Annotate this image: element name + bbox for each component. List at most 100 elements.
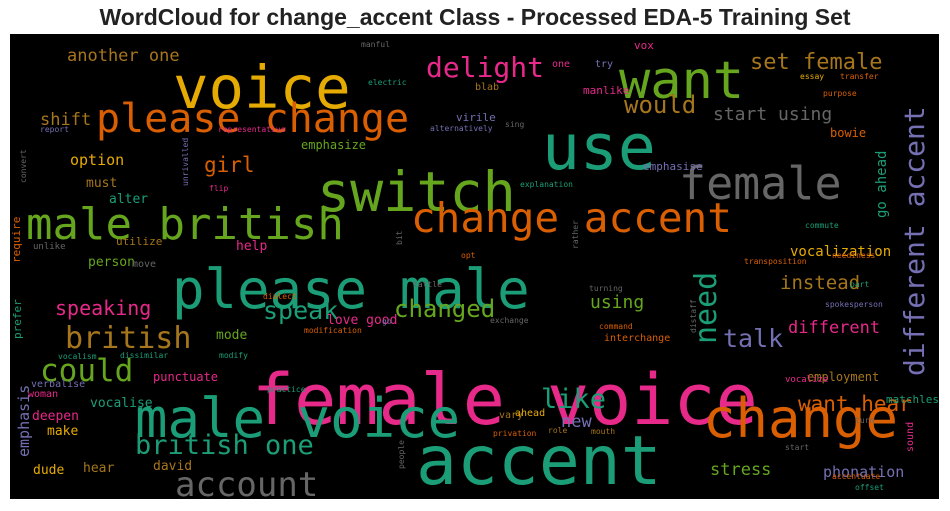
word-alter: alter — [109, 192, 148, 207]
word-using: using — [590, 292, 644, 313]
word-voice: voice — [173, 53, 351, 122]
word-essay: essay — [800, 72, 824, 81]
word-command: command — [599, 322, 633, 331]
word-speak: speak — [263, 296, 338, 325]
word-female: female — [679, 157, 842, 210]
word-hear: hear — [83, 461, 114, 476]
word-modification: modification — [304, 326, 362, 335]
word-accent: accent — [416, 422, 662, 499]
word-prefer: prefer — [11, 299, 24, 339]
word-explanation: explanation — [520, 180, 573, 189]
wordcloud-canvas: female voice accent please male male voice c… — [10, 34, 939, 499]
word-phonation: phonation — [823, 463, 904, 481]
word-bowie: bowie — [830, 126, 866, 140]
word-one: one — [552, 59, 570, 70]
word-british-one: british one — [135, 430, 314, 461]
word-verbalise: verbalise — [31, 379, 85, 390]
word-interchange: interchange — [604, 333, 670, 344]
word-woman: woman — [28, 389, 58, 400]
word-instead: instead — [780, 272, 860, 294]
word-want: want — [619, 51, 744, 111]
word-emphasis: emphasis — [15, 385, 33, 457]
word-sing: sing — [505, 120, 524, 129]
word-mouth: mouth — [591, 427, 615, 436]
word-love-good: love good — [327, 313, 397, 328]
word-please-change: please change — [96, 96, 409, 142]
word-unrivalled: unrivalled — [181, 138, 190, 186]
word-mode: mode — [216, 328, 247, 343]
word-changed: changed — [394, 295, 495, 323]
word-male-british: male british — [26, 199, 344, 250]
word-part: part — [850, 280, 869, 289]
word-spokesperson: spokesperson — [825, 300, 883, 309]
word-please-male: please male — [172, 258, 530, 321]
word-vox: vox — [634, 39, 654, 52]
word-purpose: purpose — [823, 89, 857, 98]
word-modify: modify — [219, 351, 248, 360]
word-need: need — [689, 272, 724, 344]
word-shift: shift — [40, 110, 91, 130]
word-try: try — [595, 59, 613, 70]
word-punctuate: punctuate — [153, 370, 218, 384]
word-transposition: transposition — [744, 257, 807, 266]
word-move: move — [132, 259, 156, 270]
word-different: different — [788, 318, 880, 338]
word-vocalism: vocalism — [58, 352, 97, 361]
word-vocalize: vocalize — [785, 375, 828, 385]
word-unlike: unlike — [33, 242, 66, 252]
word-utilize: utilize — [116, 235, 162, 248]
word-turn: turn — [855, 416, 874, 425]
word-dissimilar: dissimilar — [120, 351, 168, 360]
word-vocalization: vocalization — [790, 244, 891, 260]
word-go: go — [382, 317, 392, 326]
word-stress: stress — [710, 460, 771, 480]
word-make: make — [47, 424, 78, 439]
word-electric: electric — [368, 78, 407, 87]
word-flip: flip — [209, 184, 228, 193]
word-set-female: set female — [750, 50, 882, 75]
word-report: report — [40, 125, 69, 134]
word-neediness: neediness — [832, 251, 876, 260]
word-like: like — [541, 384, 606, 415]
word-manful: manful — [361, 40, 390, 49]
word-new: new — [561, 412, 592, 432]
word-matchless: matchless — [886, 393, 939, 406]
word-sound: sound — [905, 422, 916, 452]
word-must: must — [86, 176, 117, 191]
word-practice: practice — [267, 385, 306, 394]
word-bit: bit — [395, 230, 404, 245]
word-vary: vary — [499, 410, 523, 421]
word-option: option — [70, 151, 124, 169]
word-privation: privation — [493, 429, 537, 438]
word-ahead: ahead — [515, 408, 545, 419]
word-deepen: deepen — [32, 409, 79, 424]
word-change: change — [703, 387, 898, 450]
word-change-accent: change accent — [411, 194, 732, 242]
word-emphasize: emphasize — [301, 138, 366, 152]
word-talk: talk — [723, 324, 783, 353]
word-another-one: another one — [67, 46, 180, 66]
word-opt: opt — [461, 251, 476, 260]
word-transfer: transfer — [840, 72, 879, 81]
word-dialect: dialect — [263, 292, 297, 301]
word-start: start — [785, 443, 809, 452]
word-british: british — [65, 321, 191, 356]
word-exchange: exchange — [490, 316, 529, 325]
word-go-ahead: go ahead — [874, 151, 890, 218]
word-male-voice: male voice — [135, 387, 460, 450]
word-distaff: distaff — [689, 299, 698, 333]
word-tattle: tattle — [413, 280, 442, 289]
word-manlike: manlike — [583, 84, 629, 97]
word-help: help — [236, 239, 267, 254]
word-emphasise: emphasise — [643, 160, 703, 173]
word-female-voice: female voice — [252, 359, 758, 441]
word-switch: switch — [317, 160, 516, 224]
word-accentuate: accentuate — [832, 472, 880, 481]
word-account: account — [175, 465, 318, 499]
word-representative: representative — [218, 125, 286, 134]
word-people: people — [397, 440, 406, 469]
word-different-accent: different accent — [898, 106, 931, 376]
word-person: person — [88, 255, 135, 270]
word-turning: turning — [589, 284, 623, 293]
